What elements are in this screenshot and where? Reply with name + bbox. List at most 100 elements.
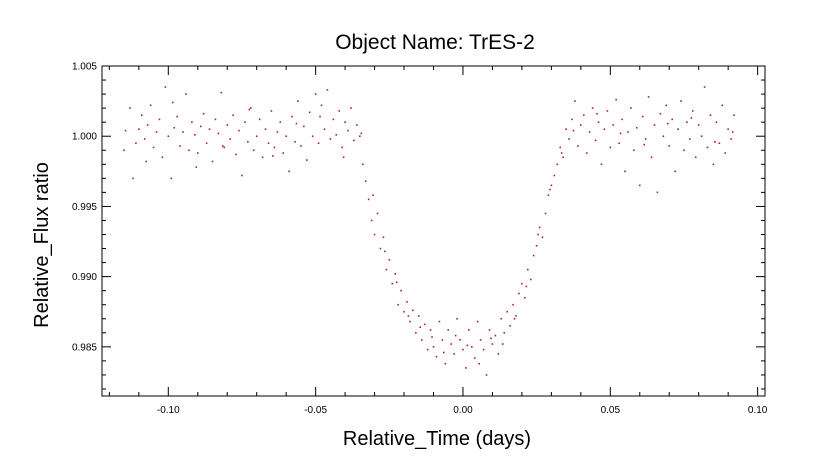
data-point <box>297 100 299 102</box>
data-point <box>344 121 346 123</box>
data-point <box>202 112 205 115</box>
data-point <box>220 91 223 94</box>
data-point <box>526 268 529 271</box>
data-point <box>706 146 709 149</box>
data-point <box>195 166 198 168</box>
data-point <box>391 282 394 285</box>
data-point <box>450 343 452 345</box>
data-point <box>360 132 363 135</box>
data-point <box>609 146 612 149</box>
data-point <box>643 143 645 146</box>
data-point <box>311 135 314 138</box>
data-point <box>537 233 539 236</box>
data-point <box>597 121 600 123</box>
data-point <box>356 124 358 126</box>
data-point <box>400 289 402 292</box>
data-point <box>409 320 411 323</box>
data-point <box>683 149 685 152</box>
axis-ticks: -0.10 -0.05 0.00 0.05 0.10 0.985 0.990 0.995 1.0… <box>72 62 768 417</box>
data-point <box>621 118 623 121</box>
data-point <box>624 170 626 173</box>
data-point <box>525 285 528 288</box>
data-point <box>199 125 202 128</box>
data-point <box>279 121 282 123</box>
data-point <box>503 332 506 334</box>
data-point <box>258 118 261 121</box>
data-point <box>417 315 420 317</box>
x-tick-label: -0.10 <box>157 405 180 416</box>
data-point <box>596 112 598 115</box>
data-point <box>143 138 146 140</box>
data-point <box>662 135 665 138</box>
data-point <box>641 115 644 118</box>
data-point <box>332 118 335 121</box>
data-point <box>656 191 659 194</box>
data-point <box>544 212 547 215</box>
data-point <box>132 177 134 180</box>
data-point <box>146 124 149 126</box>
data-point <box>494 334 497 337</box>
data-point <box>370 219 373 222</box>
data-point <box>541 236 544 239</box>
data-point <box>288 170 290 173</box>
data-point <box>385 268 388 271</box>
data-point <box>582 114 585 116</box>
data-point <box>350 107 352 109</box>
data-point <box>384 250 386 253</box>
data-point <box>217 132 220 135</box>
data-point <box>140 114 143 116</box>
data-point <box>250 107 252 109</box>
data-point <box>703 86 706 88</box>
data-point <box>724 152 727 154</box>
data-point <box>594 139 597 142</box>
data-point <box>571 118 573 121</box>
data-point <box>674 170 676 173</box>
data-point <box>420 339 423 341</box>
data-point <box>471 346 473 348</box>
data-point <box>690 117 693 119</box>
data-point <box>388 258 391 261</box>
data-point <box>270 110 273 112</box>
data-point <box>491 343 494 345</box>
data-point <box>244 121 246 123</box>
data-point <box>666 122 669 125</box>
data-point <box>145 160 147 163</box>
data-point <box>300 145 302 147</box>
data-point <box>615 98 617 101</box>
data-point <box>373 233 376 236</box>
data-point <box>653 124 656 126</box>
data-point <box>547 194 550 196</box>
data-point <box>419 326 422 328</box>
data-point <box>488 329 491 331</box>
data-point <box>211 160 214 163</box>
data-point <box>241 174 243 177</box>
data-point <box>680 100 682 102</box>
y-tick-label: 0.995 <box>72 202 97 213</box>
data-point <box>314 93 317 95</box>
data-point <box>342 156 345 159</box>
data-point <box>214 118 217 121</box>
data-point <box>733 114 735 116</box>
data-point <box>572 129 575 132</box>
x-tick-label: 0.10 <box>748 405 768 416</box>
data-point <box>482 348 485 351</box>
data-point <box>353 139 355 142</box>
data-point <box>731 131 734 133</box>
data-point <box>574 100 576 102</box>
data-point <box>580 124 582 126</box>
data-point <box>176 115 178 118</box>
data-point <box>709 114 712 116</box>
y-axis-title: Relative_Flux ratio <box>31 162 53 328</box>
data-point <box>606 110 609 112</box>
data-point <box>252 149 255 152</box>
data-point <box>638 184 641 187</box>
data-point <box>308 111 311 114</box>
data-point <box>320 104 323 107</box>
x-tick-label: 0.00 <box>453 405 473 416</box>
x-tick-label: 0.05 <box>601 405 621 416</box>
data-point <box>238 129 240 132</box>
data-point <box>619 132 622 135</box>
data-point <box>329 138 332 140</box>
data-point <box>644 138 647 140</box>
data-point <box>715 121 718 123</box>
